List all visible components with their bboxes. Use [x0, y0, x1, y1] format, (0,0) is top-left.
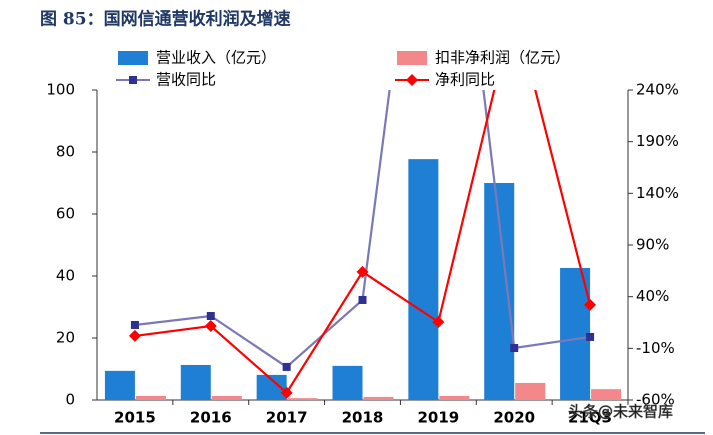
bar [408, 159, 439, 400]
marker [584, 298, 597, 311]
y2-tick-label: -60% [636, 391, 675, 409]
plot-area [104, 1, 622, 400]
bar [515, 382, 546, 400]
marker [280, 386, 293, 399]
marker [282, 362, 291, 371]
legend-swatch [397, 51, 427, 65]
chart-title: 图 85：国网信通营收利润及增速 [40, 9, 291, 30]
y-tick-label: 0 [65, 391, 75, 409]
bar [560, 267, 591, 400]
bar [439, 395, 470, 400]
bar [135, 395, 166, 400]
legend-label: 扣非净利润（亿元） [435, 49, 570, 67]
y2-tick-label: -10% [636, 339, 675, 357]
y2-tick-label: 190% [636, 132, 679, 150]
marker [586, 332, 595, 341]
bar [180, 364, 211, 400]
y-tick-label: 80 [56, 143, 75, 161]
y-tick-label: 40 [56, 267, 75, 285]
x-tick-label: 2015 [114, 409, 156, 427]
y-tick-label: 20 [56, 329, 75, 347]
y-tick-label: 100 [46, 81, 75, 99]
bar [363, 396, 394, 400]
marker [128, 329, 141, 342]
legend-swatch [118, 51, 148, 65]
y2-tick-label: 90% [636, 236, 669, 254]
x-tick-label: 2016 [190, 409, 232, 427]
bar [211, 395, 242, 400]
marker [432, 315, 445, 328]
legend-marker [129, 76, 137, 84]
x-tick-label: 2017 [266, 409, 308, 427]
watermark: 头条@未来智库 [568, 403, 673, 421]
y2-tick-label: 240% [636, 81, 679, 99]
legend-label: 营业收入（亿元） [156, 49, 276, 67]
x-tick-label: 21Q3 [568, 409, 612, 427]
x-tick-label: 2018 [342, 409, 384, 427]
bar [591, 389, 622, 400]
marker [358, 295, 367, 304]
bar [287, 398, 318, 400]
marker [130, 320, 139, 329]
marker [510, 344, 519, 353]
y2-tick-label: 40% [636, 287, 669, 305]
marker [508, 1, 520, 13]
bar [104, 370, 135, 400]
bar [332, 365, 363, 400]
legend-marker [406, 74, 418, 86]
x-tick-label: 2019 [417, 409, 459, 427]
legend-label: 净利同比 [435, 71, 495, 89]
x-tick-label: 2020 [493, 409, 535, 427]
marker [356, 265, 369, 278]
legend-label: 营收同比 [156, 71, 216, 89]
y2-tick-label: 140% [636, 184, 679, 202]
marker [206, 311, 215, 320]
y-tick-label: 60 [56, 205, 75, 223]
marker [204, 320, 217, 333]
